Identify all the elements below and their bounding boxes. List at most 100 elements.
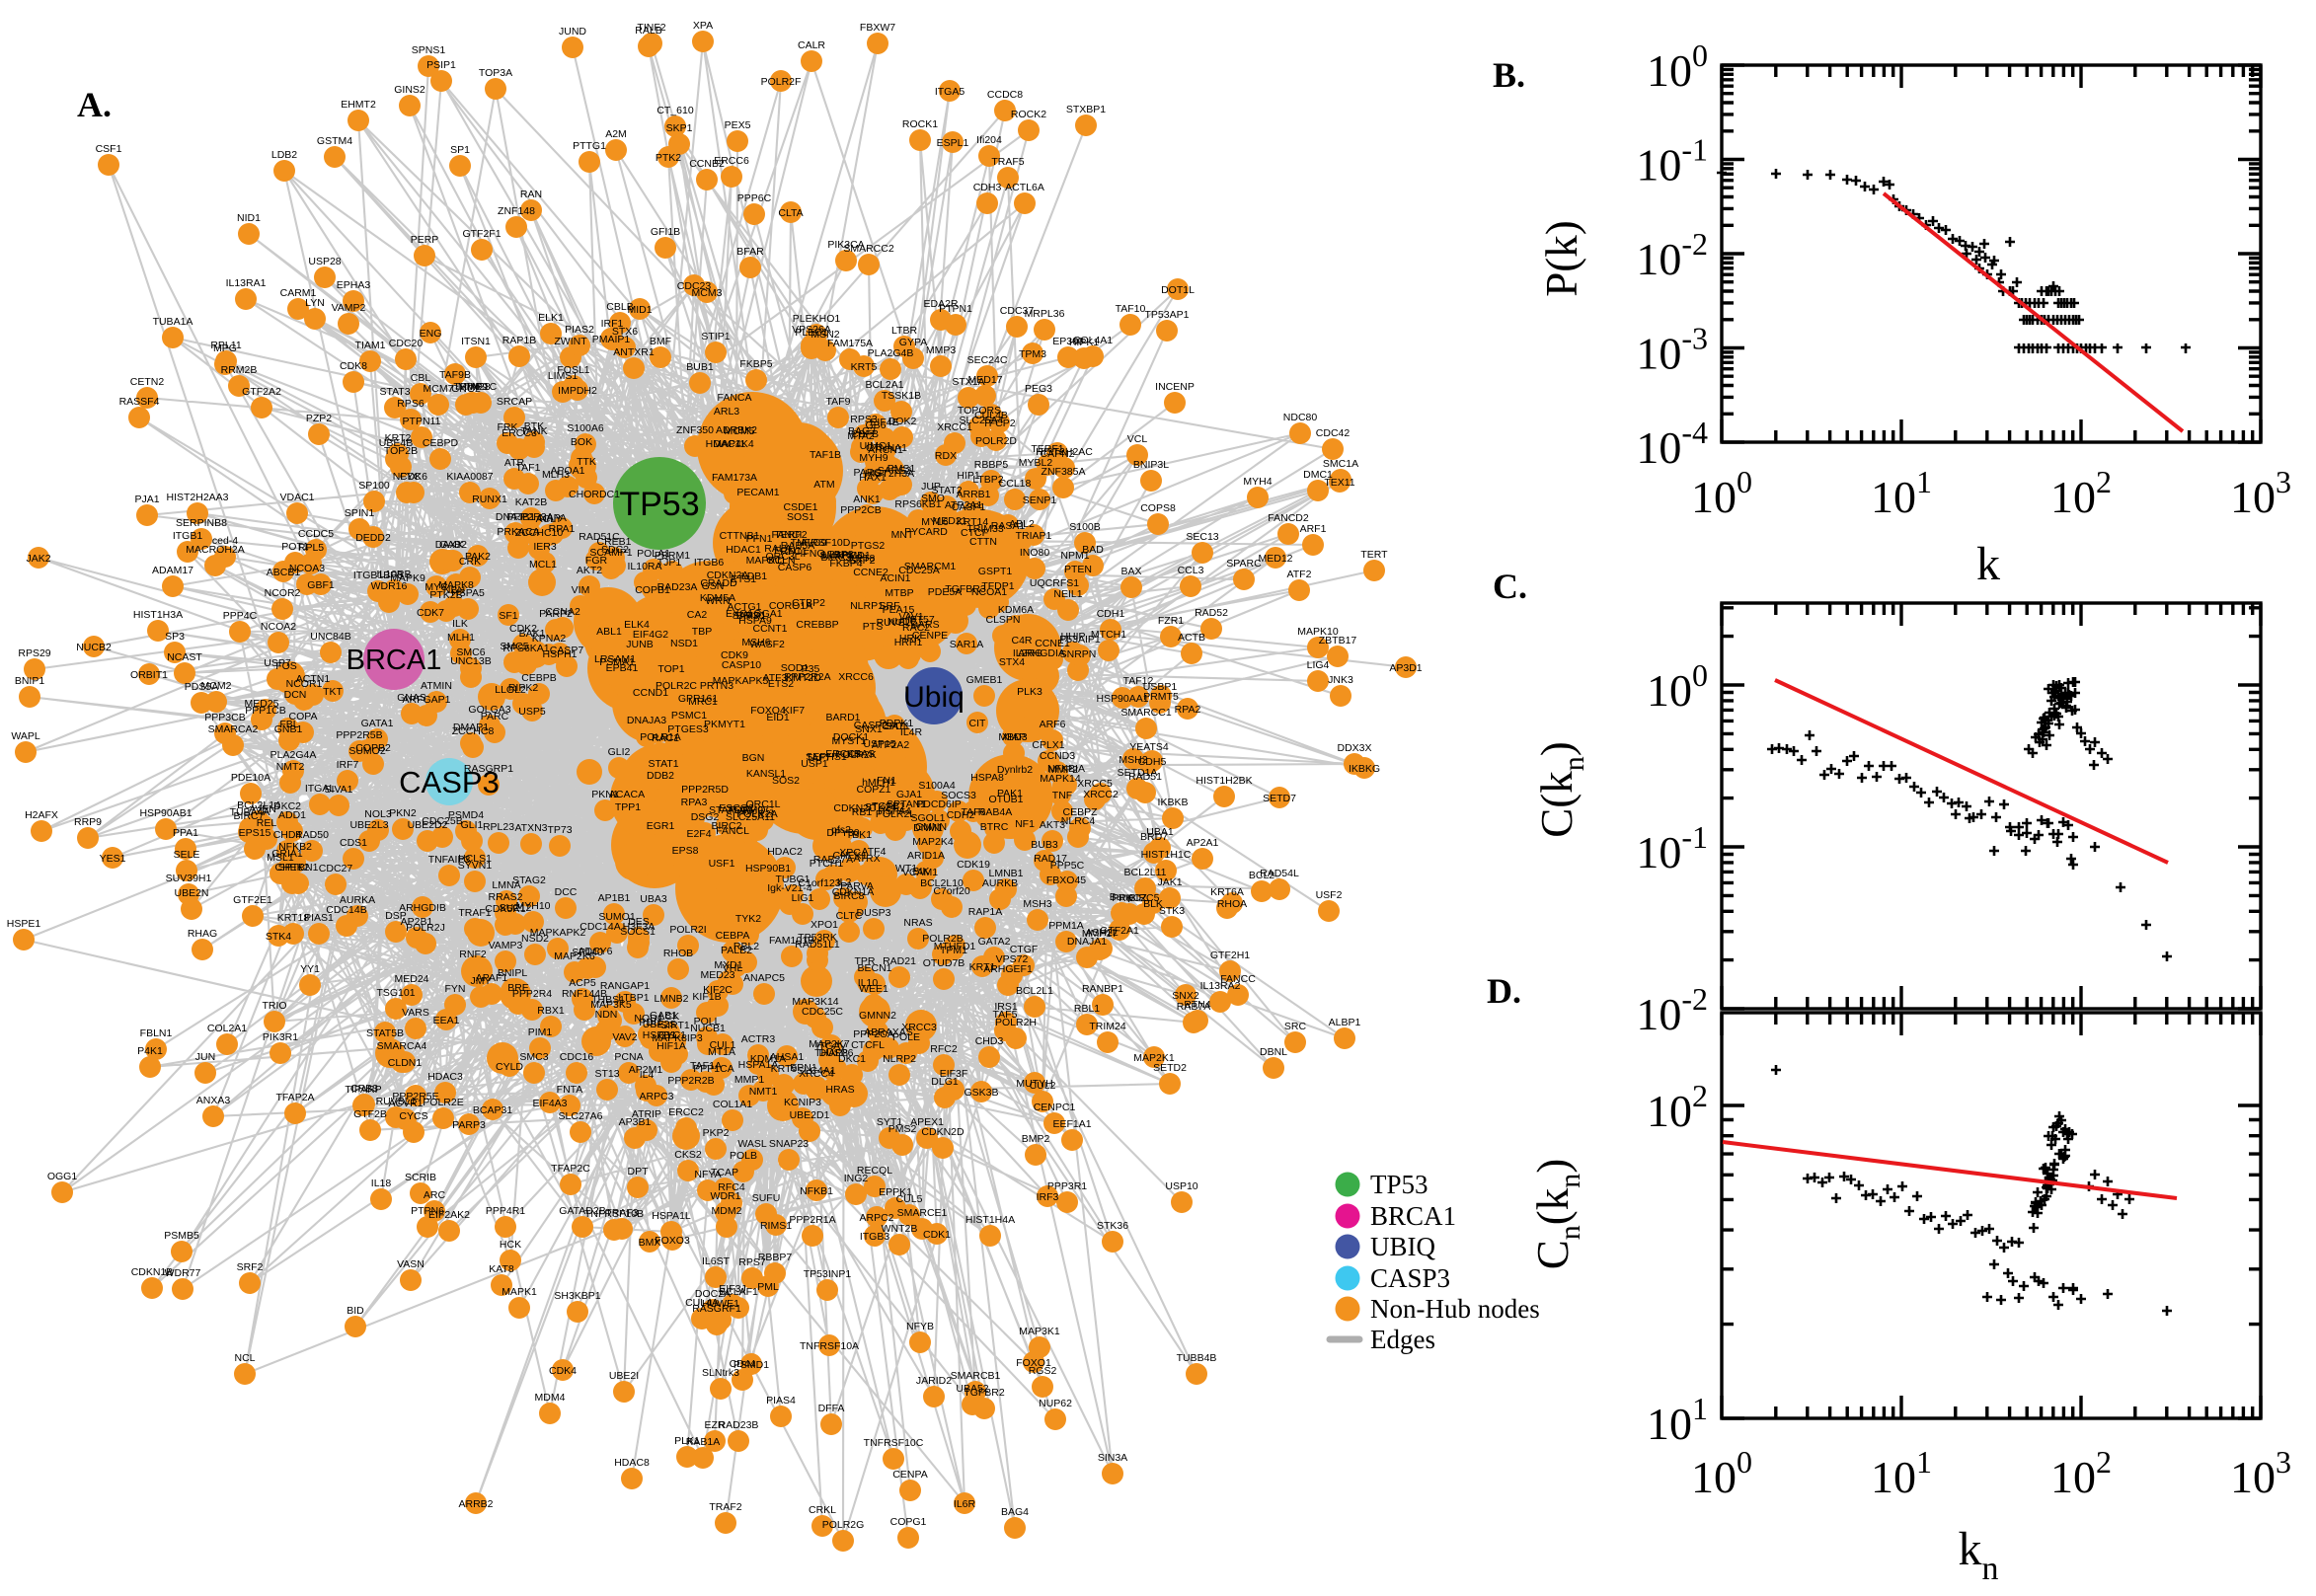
svg-text:CUL2: CUL2 [1030,1080,1056,1092]
svg-text:CDKN1A: CDKN1A [832,886,875,898]
svg-text:TP53: TP53 [1370,1170,1428,1199]
svg-text:BFAR: BFAR [736,246,764,258]
svg-text:MAP4K4: MAP4K4 [713,438,754,450]
svg-text:EIF4E: EIF4E [870,417,898,428]
svg-text:MYH4: MYH4 [1243,476,1272,488]
svg-text:TAF10: TAF10 [1116,303,1146,315]
svg-text:Dynlrb2: Dynlrb2 [997,764,1033,776]
svg-text:PBRM1: PBRM1 [655,550,690,562]
svg-text:IRS1: IRS1 [994,1001,1018,1013]
svg-text:SMARCA2: SMARCA2 [208,723,259,735]
svg-text:EHMT2: EHMT2 [341,99,376,111]
svg-text:BAD: BAD [1082,544,1104,556]
svg-text:MAP2K4: MAP2K4 [912,836,954,848]
svg-text:RUNX1: RUNX1 [472,494,507,505]
svg-text:BMX: BMX [639,1237,661,1249]
svg-text:RALA: RALA [764,543,791,555]
svg-text:ITGB1: ITGB1 [173,530,203,542]
svg-text:AP2M1: AP2M1 [629,1064,663,1076]
svg-text:TNFRSF10A: TNFRSF10A [800,1340,859,1352]
svg-text:CETN2: CETN2 [130,376,165,388]
svg-text:HSPH1: HSPH1 [542,648,577,660]
svg-text:ST13: ST13 [594,1068,619,1080]
svg-text:RPS6: RPS6 [397,398,425,410]
svg-text:PARVA: PARVA [840,880,874,892]
svg-text:AKT2: AKT2 [577,565,602,576]
svg-text:SETD1A: SETD1A [1118,767,1158,779]
svg-text:ROCK1: ROCK1 [902,118,938,130]
svg-text:ANK1: ANK1 [853,494,881,505]
svg-text:ACP5: ACP5 [569,977,596,989]
svg-text:PARP2: PARP2 [539,608,573,620]
svg-text:PPP2R5D: PPP2R5D [681,784,729,796]
svg-text:RUVBL2: RUVBL2 [877,617,917,629]
svg-text:MTCH1: MTCH1 [1091,629,1126,641]
svg-text:EPHA3: EPHA3 [337,279,371,291]
svg-text:MED12: MED12 [1258,553,1292,565]
svg-text:ATF2: ATF2 [1287,569,1312,580]
svg-text:CYC1: CYC1 [658,1029,686,1041]
svg-text:ERCC3: ERCC3 [502,427,537,439]
svg-text:ANTXR1: ANTXR1 [613,346,655,358]
svg-text:IL10RA: IL10RA [627,561,661,572]
svg-text:GNB1: GNB1 [274,723,303,735]
svg-text:MAP3K1: MAP3K1 [1019,1326,1060,1337]
svg-text:EEF1A1: EEF1A1 [1052,1118,1091,1130]
svg-text:CENPC1: CENPC1 [1034,1102,1076,1113]
svg-text:ARPC3: ARPC3 [639,1091,673,1102]
svg-text:HSP90B1: HSP90B1 [745,863,791,874]
svg-text:MYC: MYC [425,581,448,593]
svg-text:TNFRSF10C: TNFRSF10C [864,1437,924,1449]
svg-text:HDAC8: HDAC8 [614,1457,650,1469]
svg-text:SRF2: SRF2 [237,1261,264,1273]
svg-text:VAMP2: VAMP2 [332,302,366,314]
svg-text:FAM173A: FAM173A [712,472,757,484]
svg-text:KDM5A: KDM5A [700,592,735,604]
svg-text:CCL18: CCL18 [999,478,1032,490]
svg-text:NFKBIA: NFKBIA [1047,763,1085,775]
svg-text:SLC25A11: SLC25A11 [726,811,775,823]
svg-text:HSPA5: HSPA5 [451,587,485,599]
svg-text:ACTR3: ACTR3 [741,1033,776,1045]
svg-text:ASH2L: ASH2L [1085,927,1118,939]
svg-text:ACIN1: ACIN1 [881,572,911,584]
svg-text:MDM2: MDM2 [712,1205,742,1217]
svg-text:CSDE1: CSDE1 [783,501,817,513]
svg-text:MLH1: MLH1 [447,632,475,644]
svg-text:SARS2: SARS2 [878,465,912,477]
svg-text:RAD52: RAD52 [1195,607,1228,619]
svg-text:CLSPN: CLSPN [985,614,1020,626]
svg-text:RAP1A: RAP1A [968,906,1002,918]
svg-text:MYL6: MYL6 [921,516,949,528]
svg-text:MAPK8: MAPK8 [438,579,474,591]
svg-text:SCRIB: SCRIB [405,1172,436,1183]
svg-text:EDA2R: EDA2R [923,298,958,310]
svg-text:LTBP2: LTBP2 [972,474,1003,486]
svg-text:CENPA: CENPA [892,1469,927,1481]
svg-text:UQCRFS1: UQCRFS1 [1030,577,1079,589]
svg-text:KDM6A: KDM6A [998,604,1034,616]
svg-text:CTTNB1: CTTNB1 [720,530,760,542]
svg-text:ATF3: ATF3 [763,672,788,684]
svg-text:CEBPD: CEBPD [423,437,459,449]
svg-text:CALR: CALR [798,39,825,51]
svg-text:BIRC5: BIRC5 [1129,892,1160,904]
svg-text:TGFBR2: TGFBR2 [964,1387,1005,1399]
svg-text:KRT1: KRT1 [969,961,996,973]
svg-text:AURKA: AURKA [340,894,375,906]
svg-text:CDKN2D: CDKN2D [921,1126,965,1138]
svg-text:VAV1: VAV1 [898,611,923,623]
svg-text:MDM4: MDM4 [535,1392,566,1404]
svg-text:RRP9: RRP9 [74,816,102,828]
svg-text:ACTL6A: ACTL6A [1005,182,1044,193]
svg-text:PPP1CA: PPP1CA [693,1063,733,1075]
svg-text:RBX1: RBX1 [537,1005,565,1017]
svg-text:WRN: WRN [705,595,730,607]
svg-text:WDR16: WDR16 [371,580,408,592]
svg-text:ARF1: ARF1 [1300,523,1327,535]
svg-text:PLA2G4B: PLA2G4B [868,347,914,359]
svg-text:RHOA: RHOA [1217,898,1247,910]
svg-text:GTF2E1: GTF2E1 [233,894,272,906]
svg-text:C7orf20: C7orf20 [933,885,970,897]
svg-text:CDC25B: CDC25B [422,815,462,827]
